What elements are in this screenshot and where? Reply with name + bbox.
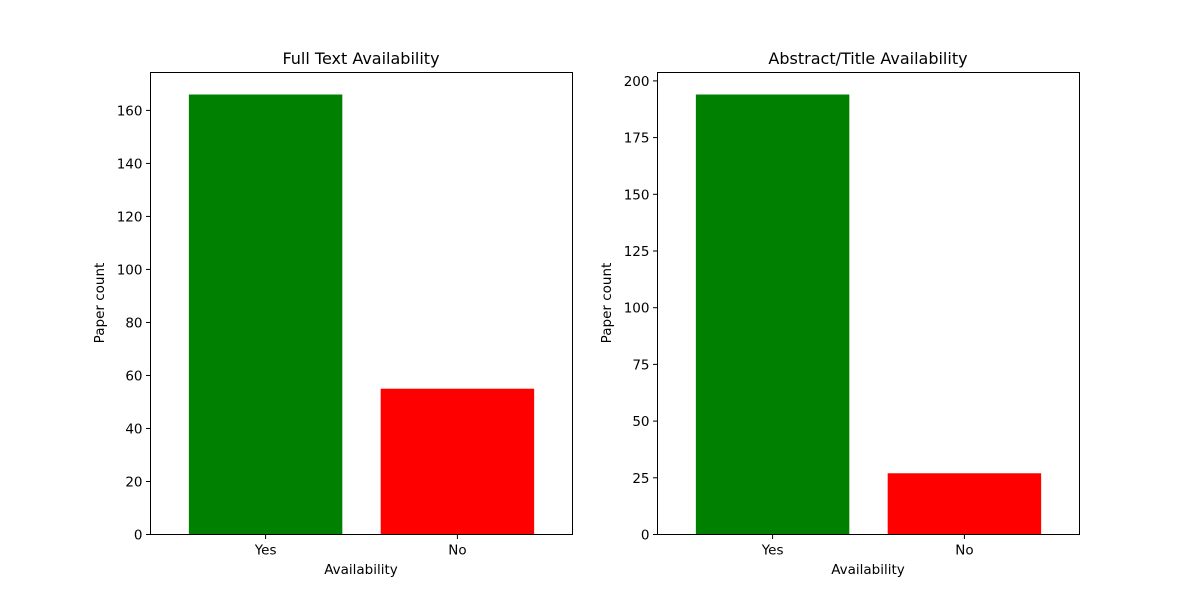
- y-tick-label: 160: [117, 103, 143, 119]
- y-ticks: 0 25 50 75 100 125 150 175 200: [624, 74, 658, 544]
- y-tick-label: 75: [632, 357, 649, 373]
- x-tick-label: Yes: [761, 543, 784, 559]
- bars: [188, 94, 535, 535]
- plot-frame: [657, 72, 1080, 535]
- y-tick-label: 100: [117, 262, 143, 278]
- bars: [695, 94, 1042, 535]
- y-tick-label: 50: [632, 414, 649, 430]
- x-tick-label: No: [448, 543, 466, 559]
- x-ticks: Yes No: [761, 534, 974, 559]
- x-axis-label: Availability: [324, 562, 398, 578]
- full-text-chart: Full Text Availability Availability Pape…: [92, 49, 573, 578]
- y-axis-label: Paper count: [92, 263, 108, 344]
- y-tick-label: 200: [624, 74, 650, 90]
- bar-no: [887, 473, 1042, 535]
- y-tick-label: 0: [641, 528, 650, 544]
- y-tick-label: 140: [117, 156, 143, 172]
- y-tick-label: 80: [125, 315, 142, 331]
- x-axis-label: Availability: [831, 562, 905, 578]
- y-tick-label: 20: [125, 474, 142, 490]
- x-tick-label: Yes: [254, 543, 277, 559]
- y-tick-label: 150: [624, 187, 650, 203]
- y-axis-label: Paper count: [599, 263, 615, 344]
- abstract-title-chart: Abstract/Title Availability Availability…: [599, 49, 1080, 578]
- x-tick-label: No: [955, 543, 973, 559]
- chart-title: Abstract/Title Availability: [768, 49, 967, 68]
- x-ticks: Yes No: [254, 534, 467, 559]
- y-tick-label: 125: [624, 244, 650, 260]
- y-tick-label: 100: [624, 301, 650, 317]
- plot-frame: [150, 72, 573, 535]
- bar-yes: [695, 94, 850, 535]
- y-tick-label: 0: [134, 528, 143, 544]
- bar-yes: [188, 94, 343, 535]
- y-tick-label: 40: [125, 421, 142, 437]
- y-tick-label: 25: [632, 471, 649, 487]
- y-ticks: 0 20 40 60 80 100 120 140 160: [117, 103, 151, 544]
- chart-title: Full Text Availability: [282, 49, 439, 68]
- y-tick-label: 175: [624, 131, 650, 147]
- bar-no: [380, 388, 535, 535]
- y-tick-label: 60: [125, 368, 142, 384]
- y-tick-label: 120: [117, 209, 143, 225]
